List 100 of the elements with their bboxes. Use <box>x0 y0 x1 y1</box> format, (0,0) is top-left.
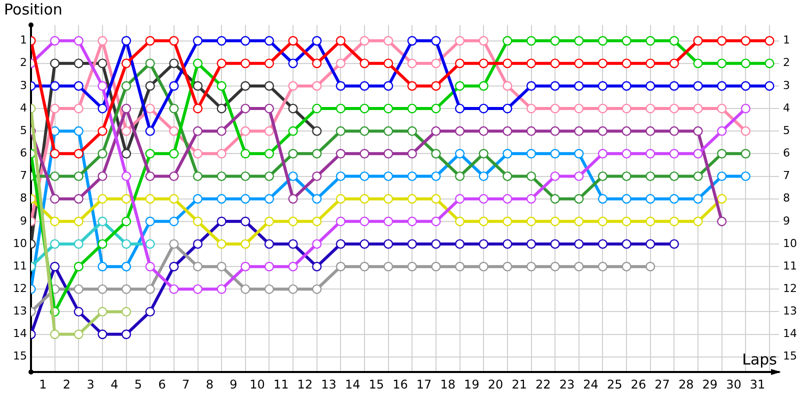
x-tick-label: 5 <box>134 377 142 392</box>
x-tick-label: 20 <box>488 377 504 392</box>
point <box>574 148 584 158</box>
point <box>121 36 132 46</box>
point <box>74 81 84 91</box>
point <box>502 171 512 182</box>
point <box>121 262 132 272</box>
point <box>454 148 465 158</box>
point <box>216 36 226 46</box>
point <box>622 126 632 136</box>
point <box>526 171 536 182</box>
point <box>264 239 274 249</box>
point <box>74 126 84 136</box>
point <box>145 58 155 68</box>
point <box>288 194 298 204</box>
point <box>598 81 608 91</box>
point <box>240 216 250 226</box>
point <box>264 262 274 272</box>
point <box>622 216 632 226</box>
point <box>145 126 155 136</box>
point <box>121 306 132 317</box>
x-tick-label: 16 <box>392 377 408 392</box>
point <box>454 58 465 68</box>
point <box>693 194 703 204</box>
point <box>454 171 465 182</box>
point <box>145 36 155 46</box>
x-tick-label: 3 <box>86 377 94 392</box>
point <box>336 81 346 91</box>
point <box>502 58 512 68</box>
point <box>216 239 226 249</box>
point <box>121 216 132 226</box>
point <box>216 81 226 91</box>
y2-tick-label: 12 <box>783 282 797 296</box>
point <box>574 216 584 226</box>
x-tick-label: 23 <box>559 377 575 392</box>
point <box>121 171 132 182</box>
point <box>574 81 584 91</box>
point <box>431 216 441 226</box>
point <box>454 216 465 226</box>
point <box>288 58 298 68</box>
point <box>431 194 441 204</box>
point <box>192 284 203 294</box>
point <box>717 36 727 46</box>
y-tick-label: 8 <box>20 192 27 205</box>
point <box>360 81 370 91</box>
point <box>622 58 632 68</box>
y-tick-label: 14 <box>13 327 27 340</box>
point <box>550 171 560 182</box>
y2-tick-label: 2 <box>783 56 790 70</box>
point <box>74 194 84 204</box>
point <box>646 104 656 114</box>
point <box>169 58 179 68</box>
point <box>145 262 155 272</box>
point <box>216 194 226 204</box>
point <box>264 171 274 182</box>
point <box>574 171 584 182</box>
point <box>121 58 132 68</box>
point <box>288 171 298 182</box>
point <box>598 36 608 46</box>
point <box>240 58 250 68</box>
point <box>240 194 250 204</box>
point <box>312 171 322 182</box>
point <box>478 194 488 204</box>
point <box>216 216 226 226</box>
y-tick-label: 12 <box>13 282 27 296</box>
point <box>550 81 560 91</box>
point <box>478 239 488 249</box>
point <box>693 216 703 226</box>
point <box>288 262 298 272</box>
point <box>192 171 203 182</box>
point <box>360 104 370 114</box>
point <box>336 216 346 226</box>
point <box>98 36 108 46</box>
point <box>622 262 632 272</box>
point <box>407 126 417 136</box>
point <box>192 148 203 158</box>
point <box>550 239 560 249</box>
point <box>50 216 60 226</box>
point <box>431 36 441 46</box>
point <box>740 126 750 136</box>
x-tick-label: 28 <box>678 377 694 392</box>
point <box>384 171 394 182</box>
point <box>478 104 488 114</box>
point <box>384 239 394 249</box>
point <box>312 148 322 158</box>
point <box>526 148 536 158</box>
point <box>384 216 394 226</box>
point <box>98 171 108 182</box>
point <box>192 194 203 204</box>
y2-tick-label: 4 <box>783 101 790 114</box>
point <box>454 239 465 249</box>
point <box>454 81 465 91</box>
point <box>192 36 203 46</box>
point <box>336 104 346 114</box>
point <box>384 58 394 68</box>
point <box>121 104 132 114</box>
point <box>240 239 250 249</box>
point <box>145 284 155 294</box>
point <box>169 194 179 204</box>
y2-tick-label: 6 <box>783 146 790 160</box>
